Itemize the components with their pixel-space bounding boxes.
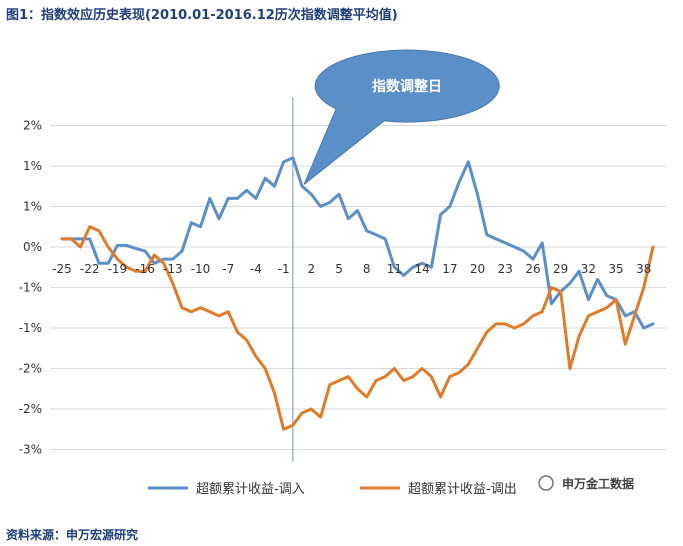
x-tick-label: 23 (498, 262, 513, 276)
gridlines (50, 125, 666, 450)
legend-label-out: 超额累计收益-调出 (408, 482, 517, 497)
y-axis-ticks: 2% 1% 1% 0% -1% -1% -2% -2% -3% (19, 119, 42, 457)
series-lines (60, 156, 655, 431)
callout-shape (303, 49, 500, 185)
callout-bubble: 指数调整日 (303, 49, 500, 185)
x-tick-label: 14 (415, 262, 430, 276)
x-tick-label: 38 (636, 262, 651, 276)
watermark-text: 申万金工数据 (562, 476, 634, 491)
legend-label-in: 超额累计收益-调入 (196, 482, 305, 497)
y-tick-label: -3% (19, 443, 42, 457)
x-tick-label: -1 (278, 262, 290, 276)
x-tick-label: -13 (163, 262, 183, 276)
x-tick-label: 11 (387, 262, 402, 276)
x-tick-label: 17 (442, 262, 457, 276)
y-tick-label: -1% (19, 281, 42, 295)
y-tick-label: 1% (23, 200, 42, 214)
y-tick-label: -1% (19, 321, 42, 335)
x-tick-label: -22 (80, 262, 100, 276)
x-tick-label: -19 (108, 262, 128, 276)
x-tick-label: 2 (308, 262, 316, 276)
x-tick-label: 32 (581, 262, 596, 276)
y-tick-label: 1% (23, 159, 42, 173)
x-axis-ticks: -25 -22 -19 -16 -13 -10 -7 -4 -1 2 5 8 11 14 17 20 23 26 2… (52, 262, 651, 276)
source-note: 资料来源：申万宏源研究 (6, 528, 139, 542)
figure-title: 图1：指数效应历史表现(2010.01-2016.12历次指数调整平均值) (6, 8, 398, 23)
x-tick-label: 35 (608, 262, 623, 276)
x-tick-label: -7 (222, 262, 234, 276)
watermark: 申万金工数据 (538, 475, 634, 491)
x-tick-label: 26 (525, 262, 540, 276)
x-tick-label: 8 (363, 262, 371, 276)
x-tick-label: -4 (250, 262, 262, 276)
x-tick-label: 20 (470, 262, 485, 276)
y-tick-label: 2% (23, 119, 42, 133)
watermark-icon (538, 475, 554, 491)
x-tick-label: 29 (553, 262, 568, 276)
y-tick-label: -2% (19, 362, 42, 376)
x-tick-label: -10 (191, 262, 211, 276)
y-tick-label: 0% (23, 240, 42, 254)
x-tick-label: -16 (135, 262, 155, 276)
series-line-out (60, 225, 655, 431)
series-line-in (60, 156, 655, 330)
y-tick-label: -2% (19, 402, 42, 416)
x-tick-label: -25 (52, 262, 72, 276)
callout-label: 指数调整日 (372, 78, 442, 95)
legend: 超额累计收益-调入 超额累计收益-调出 (148, 482, 517, 497)
x-tick-label: 5 (335, 262, 343, 276)
